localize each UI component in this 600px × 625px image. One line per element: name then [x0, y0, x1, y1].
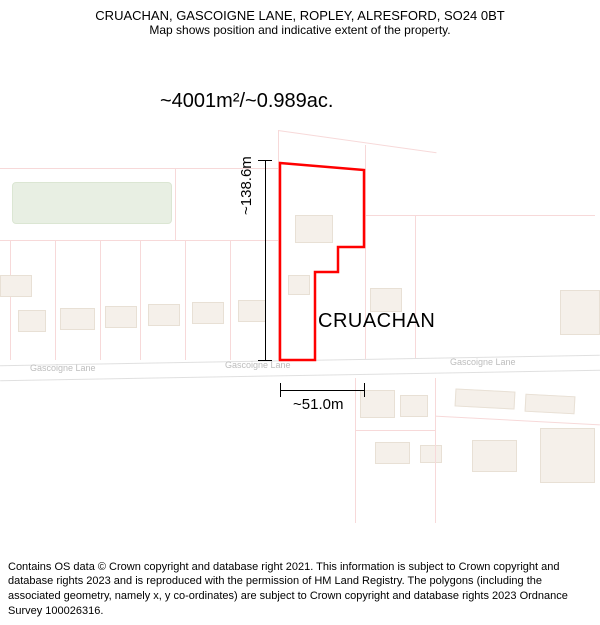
footer-copyright: Contains OS data © Crown copyright and d…	[8, 560, 592, 619]
road-label-2: Gascoigne Lane	[225, 360, 291, 370]
dim-line-vertical	[265, 160, 266, 360]
area-label: ~4001m²/~0.989ac.	[160, 90, 333, 113]
dim-tick	[258, 160, 272, 161]
page-title: CRUACHAN, GASCOIGNE LANE, ROPLEY, ALRESF…	[10, 8, 590, 23]
road-label-3: Gascoigne Lane	[450, 357, 516, 367]
dim-tick	[280, 383, 281, 397]
road-label-1: Gascoigne Lane	[30, 363, 96, 373]
property-name-label: CRUACHAN	[318, 310, 435, 333]
page-subtitle: Map shows position and indicative extent…	[10, 23, 590, 37]
height-label: ~138.6m	[238, 156, 255, 215]
map-canvas: ~4001m²/~0.989ac. CRUACHAN ~138.6m ~51.0…	[0, 50, 600, 530]
header: CRUACHAN, GASCOIGNE LANE, ROPLEY, ALRESF…	[0, 0, 600, 41]
property-highlight	[0, 50, 600, 530]
width-label: ~51.0m	[293, 396, 343, 413]
dim-tick	[364, 383, 365, 397]
dim-line-horizontal	[280, 390, 364, 391]
